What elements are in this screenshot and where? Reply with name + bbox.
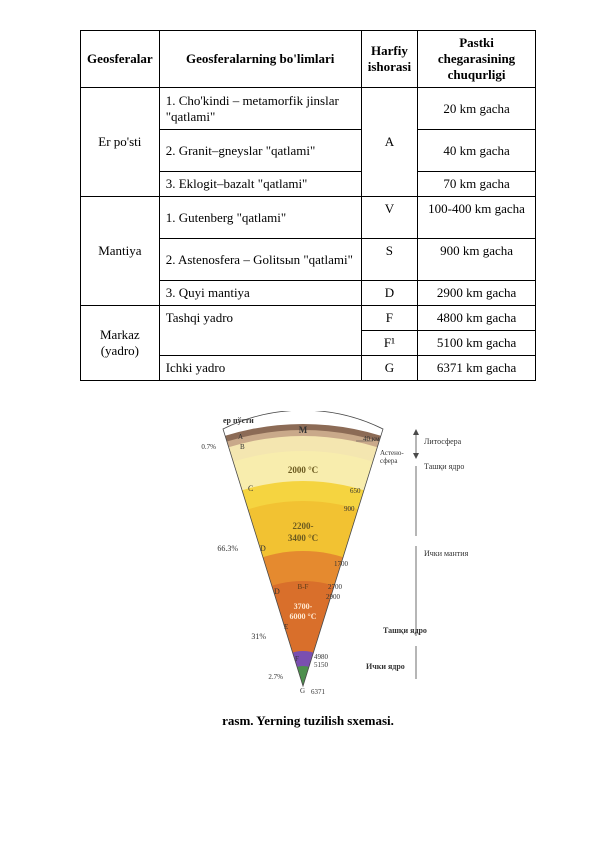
- svg-text:5150: 5150: [314, 661, 329, 669]
- svg-text:D: D: [260, 544, 266, 553]
- svg-text:B-F: B-F: [298, 583, 309, 591]
- geosphere-table: Geosferalar Geosferalarning bo'limlari H…: [80, 30, 536, 381]
- svg-text:4980: 4980: [314, 653, 329, 661]
- cell-depth: 2900 km gacha: [418, 281, 536, 306]
- svg-text:31%: 31%: [251, 632, 266, 641]
- cell-letter: G: [361, 356, 417, 381]
- header-harfiy: Harfiy ishorasi: [361, 31, 417, 88]
- label-er-posti: ер пўсти: [223, 416, 254, 425]
- cell-depth: 100-400 km gacha: [418, 197, 536, 239]
- cell-division: 1. Cho'kindi – metamorfik jinslar "qatla…: [159, 88, 361, 130]
- cell-division: 2. Granit–gneyslar "qatlami": [159, 130, 361, 172]
- cell-depth: 70 km gacha: [418, 172, 536, 197]
- svg-text:B: B: [240, 443, 245, 451]
- earth-wedge-svg: ер пўсти A B M C D D E F G B-F 2000 °C 2…: [148, 411, 468, 701]
- cell-letter: S: [361, 239, 417, 281]
- svg-text:6371: 6371: [311, 688, 326, 696]
- cell-letter: F¹: [361, 331, 417, 356]
- svg-text:0.7%: 0.7%: [201, 443, 216, 451]
- svg-text:40 км: 40 км: [363, 435, 380, 443]
- cell-depth: 900 km gacha: [418, 239, 536, 281]
- cell-depth: 6371 km gacha: [418, 356, 536, 381]
- group-markaz: Markaz (yadro): [81, 306, 160, 381]
- cell-division: 1. Gutenberg "qatlami": [159, 197, 361, 239]
- svg-text:E: E: [284, 623, 288, 631]
- svg-text:Ички мантия: Ички мантия: [424, 549, 468, 558]
- svg-text:Ташқи ядро: Ташқи ядро: [424, 462, 464, 471]
- svg-text:2900: 2900: [326, 593, 341, 601]
- svg-text:2.7%: 2.7%: [268, 673, 283, 681]
- cell-letter: D: [361, 281, 417, 306]
- cell-depth: 5100 km gacha: [418, 331, 536, 356]
- svg-text:Ички ядро: Ички ядро: [366, 662, 405, 671]
- svg-text:6000 °C: 6000 °C: [290, 612, 317, 621]
- cell-depth: 40 km gacha: [418, 130, 536, 172]
- svg-text:Литосфера: Литосфера: [424, 437, 462, 446]
- svg-text:C: C: [248, 484, 253, 493]
- header-geosferalar: Geosferalar: [81, 31, 160, 88]
- svg-text:3400 °C: 3400 °C: [288, 533, 318, 543]
- cell-depth: 4800 km gacha: [418, 306, 536, 331]
- figure-caption: rasm. Yerning tuzilish sxemasi.: [80, 713, 536, 729]
- cell-division: 2. Astenosfera – Golitsыn "qatlami": [159, 239, 361, 281]
- cell-letter: V: [361, 197, 417, 239]
- svg-text:900: 900: [344, 505, 355, 513]
- cell-depth: 20 km gacha: [418, 88, 536, 130]
- svg-text:Астено- сфера: Астено- сфера: [380, 449, 405, 465]
- svg-text:650: 650: [350, 487, 361, 495]
- header-chuqurligi: Pastki chegarasining chuqurligi: [418, 31, 536, 88]
- cell-letter: F: [361, 306, 417, 331]
- svg-text:3700-: 3700-: [294, 602, 313, 611]
- svg-text:1700: 1700: [334, 560, 349, 568]
- earth-structure-figure: ер пўсти A B M C D D E F G B-F 2000 °C 2…: [80, 411, 536, 729]
- group-mantiya: Mantiya: [81, 197, 160, 306]
- svg-text:A: A: [238, 433, 243, 441]
- svg-text:D: D: [274, 587, 280, 596]
- cell-division: Ichki yadro: [159, 356, 361, 381]
- svg-text:G: G: [300, 687, 305, 695]
- cell-division: 3. Eklogit–bazalt "qatlami": [159, 172, 361, 197]
- cell-letter: A: [361, 88, 417, 197]
- cell-division: 3. Quyi mantiya: [159, 281, 361, 306]
- svg-text:66.3%: 66.3%: [217, 544, 238, 553]
- cell-division: Tashqi yadro: [159, 306, 361, 356]
- svg-text:2700: 2700: [328, 583, 343, 591]
- svg-text:2000 °C: 2000 °C: [288, 465, 318, 475]
- group-er-posti: Er po'sti: [81, 88, 160, 197]
- header-bolimlari: Geosferalarning bo'limlari: [159, 31, 361, 88]
- svg-text:2200-: 2200-: [293, 521, 314, 531]
- svg-text:M: M: [299, 425, 308, 435]
- svg-text:Ташқи ядро: Ташқи ядро: [383, 626, 427, 635]
- svg-text:F: F: [295, 655, 299, 663]
